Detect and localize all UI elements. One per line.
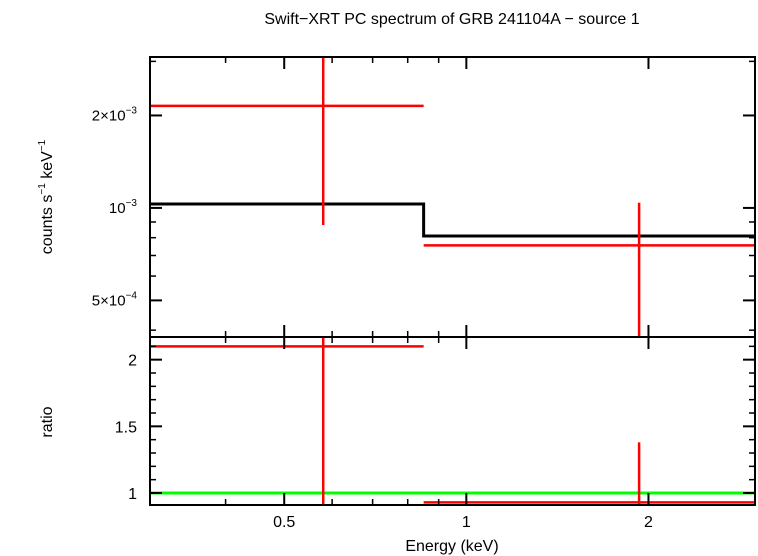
y-tick-label-exponent: −4: [126, 290, 138, 301]
y-tick-label-top-2: 10−3: [109, 198, 138, 217]
y-axis-label-bottom: ratio: [39, 406, 56, 437]
y-tick-label-bottom-2: 1.5: [115, 419, 137, 436]
y-axis-label-part: keV: [39, 151, 56, 183]
y-tick-label-top-3: 2×10−3: [92, 105, 138, 124]
x-tick-label-1: 0.5: [273, 514, 295, 531]
y-axis-label-part: counts s: [39, 195, 56, 255]
y-tick-label-mantissa: 5×10: [92, 292, 126, 309]
y-axis-label-top: counts s−1 keV−1: [37, 139, 56, 254]
model-step-line: [150, 202, 755, 238]
top-panel-frame: [149, 56, 756, 338]
x-tick-label-2: 1: [462, 514, 471, 531]
y-tick-label-mantissa: 10: [109, 200, 126, 217]
bottom-panel-frame: [149, 336, 756, 506]
y-tick-label-exponent: −3: [126, 198, 138, 209]
x-tick-label-3: 2: [644, 514, 653, 531]
y-tick-label-bottom-3: 2: [128, 353, 137, 370]
y-axis-label-exponent: −1: [37, 139, 48, 151]
y-tick-label-top-1: 5×10−4: [92, 290, 138, 309]
chart-title: Swift−XRT PC spectrum of GRB 241104A − s…: [264, 11, 639, 28]
x-axis-label: Energy (keV): [405, 538, 498, 555]
y-tick-label-exponent: −3: [126, 105, 138, 116]
y-tick-label-bottom-1: 1: [128, 486, 137, 503]
y-tick-label-mantissa: 2×10: [92, 107, 126, 124]
y-axis-label-exponent: −1: [37, 183, 48, 195]
